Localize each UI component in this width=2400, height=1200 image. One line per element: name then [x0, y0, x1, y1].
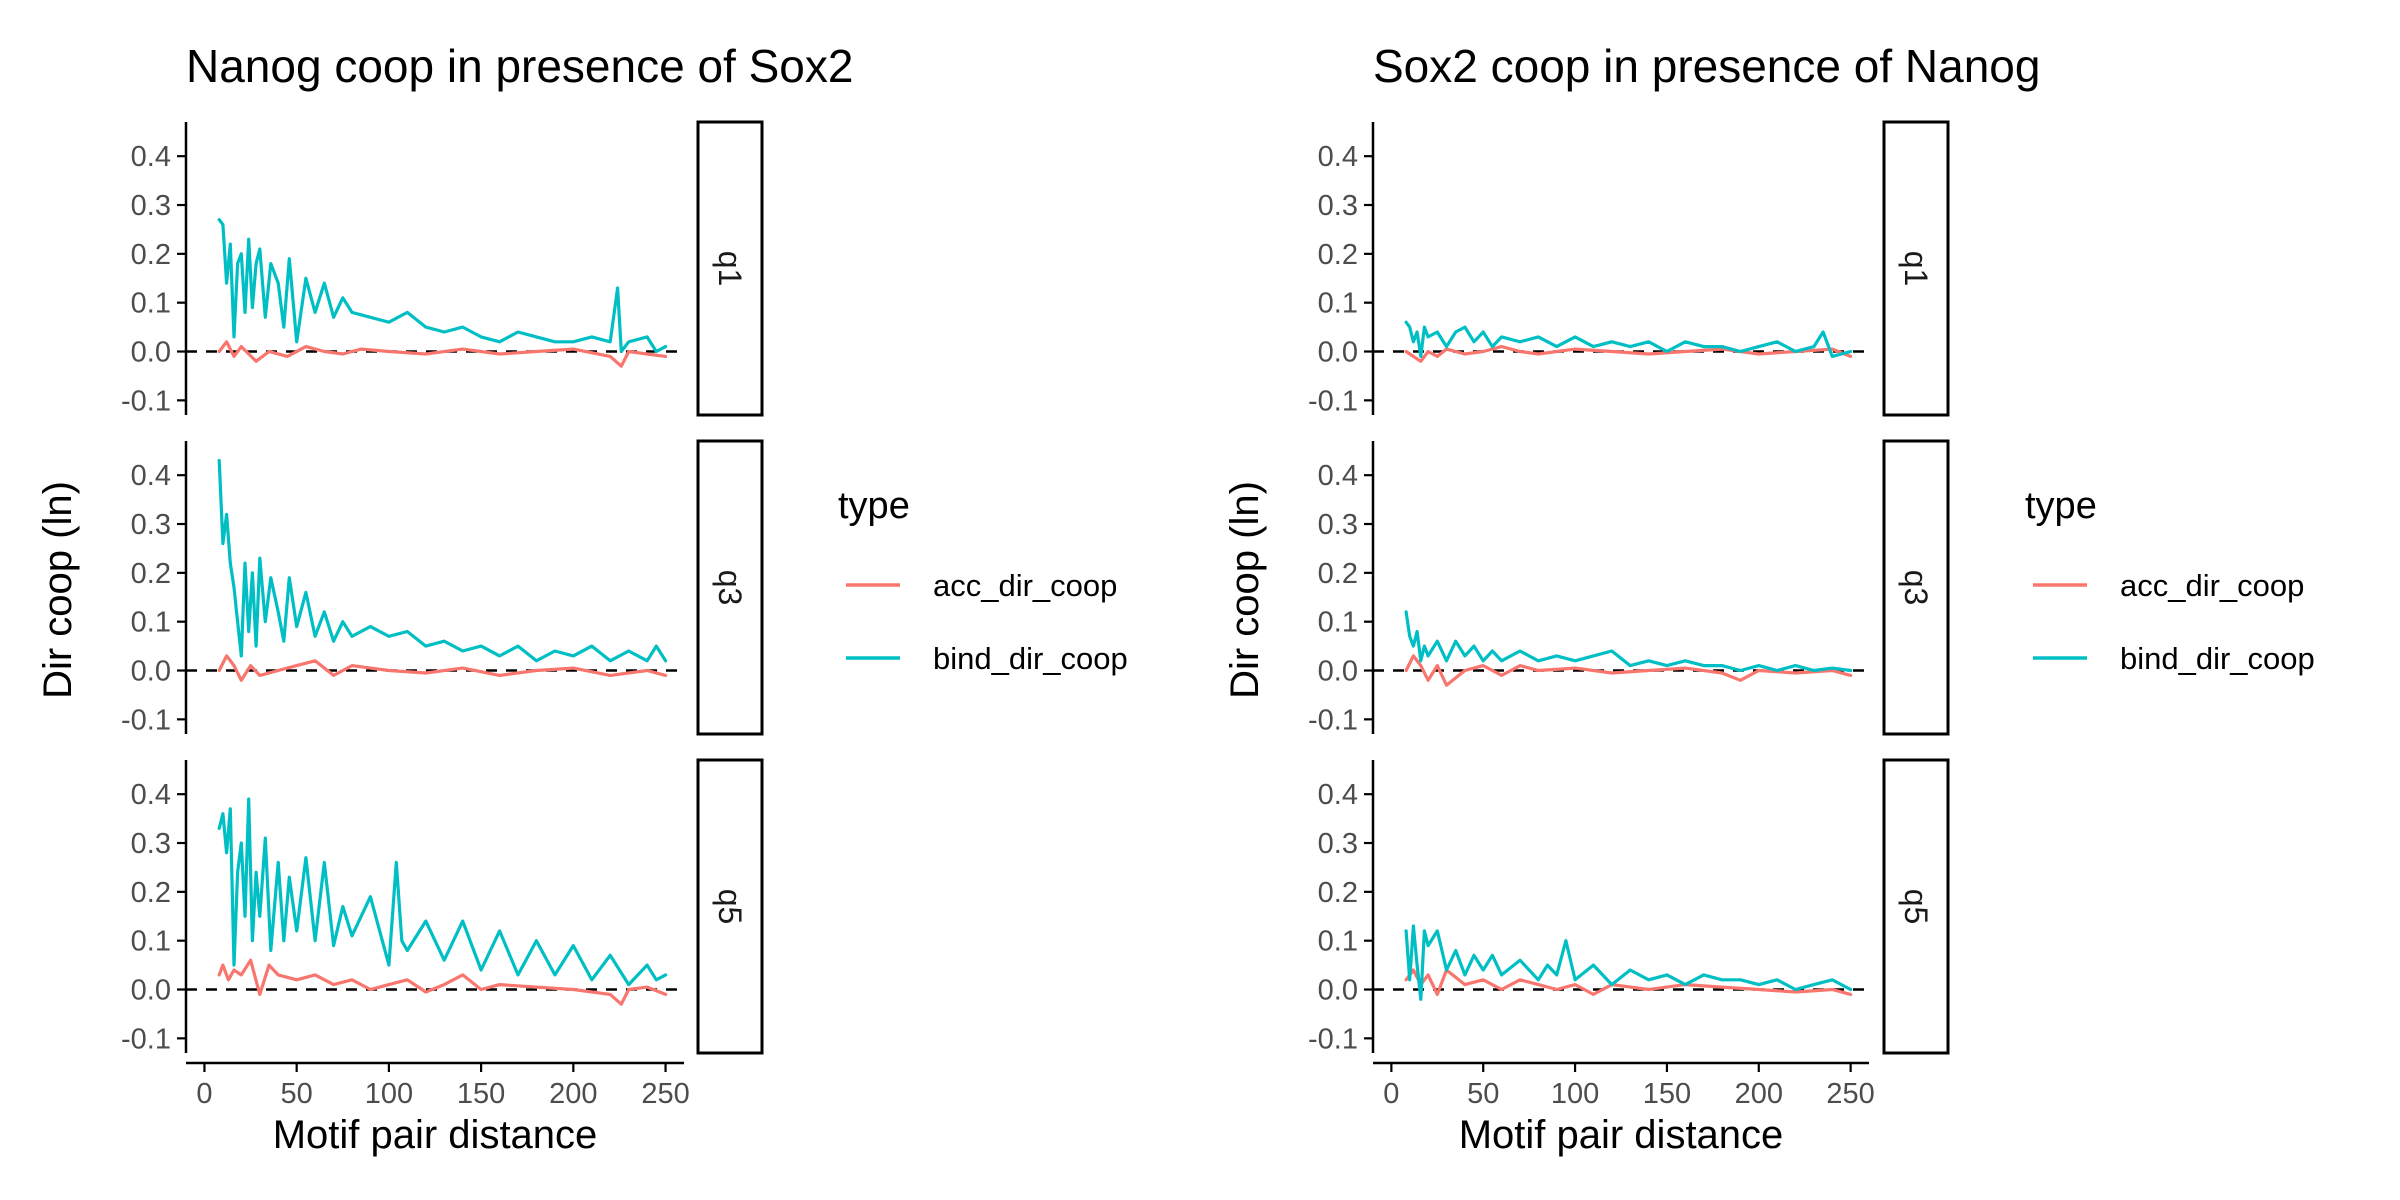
x-tick-label: 250 — [1826, 1078, 1874, 1110]
series-line-acc-dir-coop — [1404, 345, 1853, 363]
series-line-acc-dir-coop — [1404, 654, 1853, 687]
series-line-bind-dir-coop — [1404, 610, 1853, 673]
facet-strip-box — [1882, 758, 1950, 1055]
legend: type acc_dir_coop bind_dir_coop — [838, 485, 1128, 676]
series-line-acc-dir-coop — [217, 958, 668, 1006]
y-axis-title: Dir coop (ln) — [1223, 481, 1267, 699]
legend-label-bind-dir-coop: bind_dir_coop — [933, 641, 1128, 676]
facet-strip-box — [696, 439, 764, 736]
legend-title: type — [838, 485, 910, 527]
y-tick-label: 0.0 — [1318, 337, 1358, 369]
facet-strip-label: q5 — [712, 889, 748, 925]
chart-sox2: Sox2 coop in presence of Nanog -0.1 0.0 0.1… — [1223, 40, 2315, 1157]
series-line-bind-dir-coop — [1404, 320, 1853, 358]
x-tick-label: 150 — [1643, 1078, 1691, 1110]
facet-strip-box — [696, 120, 764, 417]
series-line-acc-dir-coop — [217, 654, 668, 682]
y-tick-label: 0.4 — [1318, 779, 1358, 811]
x-tick-label: 150 — [457, 1078, 505, 1110]
y-tick-label: 0.0 — [131, 337, 171, 369]
chart-nanog: Nanog coop in presence of Sox2 -0.1 0.0 0.1… — [36, 40, 1128, 1157]
y-tick-label: 0.4 — [131, 141, 171, 173]
x-tick-label: 50 — [281, 1078, 313, 1110]
legend-label-acc-dir-coop: acc_dir_coop — [933, 568, 1117, 603]
y-tick-label: 0.1 — [131, 288, 171, 320]
y-tick-label: 0.0 — [131, 656, 171, 688]
y-tick-label: 0.0 — [1318, 975, 1358, 1007]
series-line-bind-dir-coop — [1404, 924, 1853, 1001]
y-tick-label: 0.2 — [1318, 877, 1358, 909]
y-tick-label: -0.1 — [1308, 385, 1358, 417]
y-tick-label: 0.1 — [1318, 607, 1358, 639]
facet-strip-label: q1 — [1898, 251, 1934, 287]
y-tick-label: -0.1 — [121, 704, 171, 736]
facet-strip-label: q3 — [712, 570, 748, 606]
facet-strip-box — [1882, 439, 1950, 736]
y-tick-label: 0.2 — [1318, 239, 1358, 271]
y-tick-label: 0.3 — [1318, 509, 1358, 541]
facet-panel-q5: -0.1 0.0 0.1 0.2 0.3 0.4 q5 — [1308, 758, 1950, 1055]
y-tick-label: 0.0 — [1318, 656, 1358, 688]
y-tick-label: 0.4 — [1318, 141, 1358, 173]
legend-label-acc-dir-coop: acc_dir_coop — [2120, 568, 2304, 603]
y-tick-label: -0.1 — [121, 1023, 171, 1055]
x-tick-label: 100 — [1551, 1078, 1599, 1110]
chart-title: Nanog coop in presence of Sox2 — [186, 40, 853, 92]
legend: type acc_dir_coop bind_dir_coop — [2025, 485, 2315, 676]
facet-strip-label: q3 — [1898, 570, 1934, 606]
y-tick-label: 0.4 — [131, 460, 171, 492]
y-tick-label: -0.1 — [1308, 1023, 1358, 1055]
y-tick-label: 0.2 — [131, 558, 171, 590]
facet-panel-q1: -0.1 0.0 0.1 0.2 0.3 0.4 q1 — [121, 120, 764, 417]
y-tick-label: 0.3 — [1318, 190, 1358, 222]
y-tick-label: -0.1 — [1308, 704, 1358, 736]
x-tick-label: 250 — [641, 1078, 689, 1110]
x-tick-label: 100 — [365, 1078, 413, 1110]
y-tick-label: 0.1 — [131, 926, 171, 958]
y-tick-label: 0.2 — [1318, 558, 1358, 590]
y-tick-label: 0.3 — [131, 509, 171, 541]
y-tick-label: 0.1 — [131, 607, 171, 639]
series-line-bind-dir-coop — [217, 797, 668, 987]
facet-panel-q3: -0.1 0.0 0.1 0.2 0.3 0.4 q3 — [121, 439, 764, 736]
series-line-bind-dir-coop — [217, 458, 668, 663]
y-tick-label: 0.4 — [1318, 460, 1358, 492]
y-axis-title: Dir coop (ln) — [36, 481, 80, 699]
x-axis-title: Motif pair distance — [273, 1113, 598, 1157]
facet-strip-label: q5 — [1898, 889, 1934, 925]
facet-panel-q1: -0.1 0.0 0.1 0.2 0.3 0.4 q1 — [1308, 120, 1950, 417]
facet-panel-q3: -0.1 0.0 0.1 0.2 0.3 0.4 q3 — [1308, 439, 1950, 736]
legend-title: type — [2025, 485, 2097, 527]
legend-label-bind-dir-coop: bind_dir_coop — [2120, 641, 2315, 676]
y-tick-label: 0.3 — [131, 190, 171, 222]
facet-panel-q5: -0.1 0.0 0.1 0.2 0.3 0.4 q5 — [121, 758, 764, 1055]
series-line-acc-dir-coop — [1404, 968, 1853, 997]
x-tick-label: 50 — [1467, 1078, 1499, 1110]
facet-strip-box — [696, 758, 764, 1055]
facet-strip-box — [1882, 120, 1950, 417]
series-line-bind-dir-coop — [217, 218, 668, 354]
y-tick-label: -0.1 — [121, 385, 171, 417]
x-tick-label: 0 — [1383, 1078, 1399, 1110]
x-tick-label: 0 — [196, 1078, 212, 1110]
series-line-acc-dir-coop — [217, 340, 668, 368]
x-axis-title: Motif pair distance — [1459, 1113, 1784, 1157]
y-tick-label: 0.4 — [131, 779, 171, 811]
x-tick-label: 200 — [1735, 1078, 1783, 1110]
y-tick-label: 0.0 — [131, 975, 171, 1007]
y-tick-label: 0.2 — [131, 877, 171, 909]
y-tick-label: 0.3 — [131, 828, 171, 860]
y-tick-label: 0.2 — [131, 239, 171, 271]
facet-strip-label: q1 — [712, 251, 748, 287]
y-tick-label: 0.1 — [1318, 926, 1358, 958]
y-tick-label: 0.3 — [1318, 828, 1358, 860]
y-tick-label: 0.1 — [1318, 288, 1358, 320]
x-tick-label: 200 — [549, 1078, 597, 1110]
chart-title: Sox2 coop in presence of Nanog — [1373, 40, 2040, 92]
